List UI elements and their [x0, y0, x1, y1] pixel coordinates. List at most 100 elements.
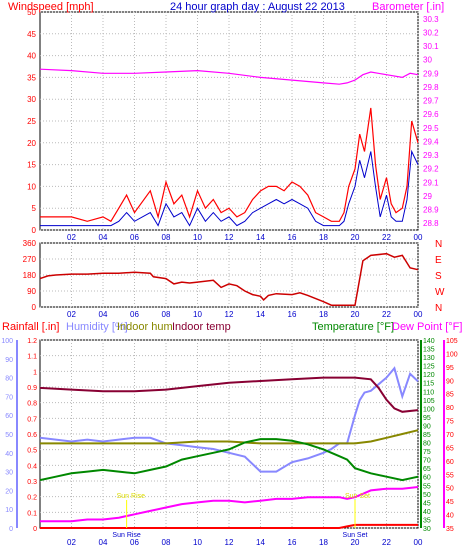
dew-point-tick-label: 50 — [446, 486, 454, 493]
x-tick-label: 06 — [130, 538, 139, 547]
windspeed-tick-label: 15 — [27, 161, 36, 170]
temperature-tick-label: 70 — [423, 458, 431, 465]
x-tick-label: 18 — [319, 538, 328, 547]
humidity-tick-label: 30 — [5, 470, 13, 477]
windspeed-tick-label: 20 — [27, 139, 36, 148]
rain-tick-label: 0.8 — [27, 401, 37, 408]
x-tick-label: 16 — [288, 233, 297, 242]
dew-point-tick-label: 85 — [446, 392, 454, 399]
x-tick-label: 10 — [193, 233, 202, 242]
temperature-tick-label: 130 — [423, 355, 435, 362]
wind-panel-series — [39, 68, 419, 227]
x-tick-label: 08 — [162, 233, 171, 242]
temperature-tick-label: 105 — [423, 398, 435, 405]
windspeed-tick-label: 5 — [32, 204, 37, 213]
direction-tick-label: 180 — [23, 271, 37, 280]
series-line-windspeed — [40, 107, 419, 223]
x-tick-label: 12 — [225, 233, 234, 242]
temperature-tick-label: 120 — [423, 372, 435, 379]
indoor-temp-axis-label: Indoor temp — [172, 321, 231, 333]
temperature-tick-label: 50 — [423, 492, 431, 499]
x-tick-label: 10 — [193, 538, 202, 547]
temperature-tick-label: 85 — [423, 432, 431, 439]
x-tick-label: 16 — [288, 310, 297, 319]
barometer-tick-label: 29.5 — [423, 124, 439, 133]
temperature-tick-label: 90 — [423, 423, 431, 430]
compass-tick-label: E — [435, 255, 442, 266]
series-line-temperature — [39, 438, 419, 482]
dew-point-tick-label: 105 — [446, 338, 458, 345]
compass-tick-label: N — [435, 303, 442, 314]
barometer-tick-label: 29.7 — [423, 97, 439, 106]
compass-tick-label: N — [435, 239, 442, 250]
temperature-tick-label: 110 — [423, 389, 434, 396]
rain-tick-label: 0.7 — [27, 416, 37, 423]
rainfall-axis-label: Rainfall [.in] — [2, 321, 59, 333]
temperature-tick-label: 135 — [423, 347, 435, 354]
dew-point-tick-label: 80 — [446, 405, 454, 412]
direction-panel-ticks: 0 N 90 W 180 S 270 E 360 N 02 04 06 08 10 12 14 16 18 20 22 0… — [23, 239, 445, 319]
temperature-tick-label: 95 — [423, 415, 431, 422]
dew-point-tick-label: 90 — [446, 378, 454, 385]
compass-tick-label: W — [435, 287, 445, 298]
x-tick-label: 08 — [162, 310, 171, 319]
temperature-tick-label: 60 — [423, 475, 431, 482]
x-tick-label: 20 — [351, 538, 360, 547]
barometer-tick-label: 28.9 — [423, 206, 439, 215]
temperature-tick-label: 30 — [423, 526, 431, 533]
rain-tick-label: 0.1 — [27, 510, 37, 517]
direction-panel-series — [39, 252, 419, 306]
dew-point-tick-label: 45 — [446, 499, 454, 506]
direction-tick-label: 0 — [32, 303, 37, 312]
x-tick-label: 06 — [130, 310, 139, 319]
series-line-direction — [39, 252, 419, 306]
temperature-tick-label: 55 — [423, 483, 431, 490]
barometer-tick-label: 30.2 — [423, 28, 439, 37]
humidity-tick-label: 90 — [5, 357, 13, 364]
humidity-tick-label: 60 — [5, 413, 13, 420]
windspeed-tick-label: 45 — [27, 30, 36, 39]
windspeed-tick-label: 40 — [27, 52, 36, 61]
humidity-tick-label: 50 — [5, 432, 13, 439]
sun-axis-label: Sun Set — [343, 532, 368, 539]
humidity-tick-label: 0 — [9, 526, 13, 533]
temperature-tick-label: 115 — [423, 381, 434, 388]
dew-point-tick-label: 40 — [446, 513, 454, 520]
series-line-humidity — [39, 366, 419, 473]
x-tick-label: 16 — [288, 538, 297, 547]
temperature-tick-label: 140 — [423, 338, 435, 345]
x-tick-label: 00 — [414, 538, 423, 547]
series-line-indoor-hum — [40, 429, 419, 445]
series-line-rainfall — [40, 523, 418, 529]
temp-panel-series: Sun Rise Sun Set — [39, 366, 419, 529]
temperature-tick-label: 125 — [423, 364, 435, 371]
direction-tick-label: 270 — [23, 255, 37, 264]
series-line-barometer — [39, 68, 419, 85]
barometer-tick-label: 29.3 — [423, 151, 439, 160]
barometer-tick-label: 30.3 — [423, 15, 439, 24]
x-tick-label: 14 — [256, 310, 265, 319]
wind-panel-grid — [40, 11, 419, 231]
temperature-axis-label: Temperature [°F] — [312, 321, 394, 333]
x-tick-label: 02 — [67, 310, 76, 319]
x-tick-label: 14 — [256, 538, 265, 547]
temp-panel-ticks: 0 0.1 0.2 0.3 0.4 0.5 0.6 0.7 0.8 0.9 1 1.1 1.2 0 10 20… — [1, 338, 457, 547]
barometer-tick-label: 29.6 — [423, 110, 439, 119]
dew-point-tick-label: 100 — [446, 351, 458, 358]
x-tick-label: 18 — [319, 310, 328, 319]
series-line-dew-point — [40, 486, 419, 523]
rain-tick-label: 1 — [33, 369, 37, 376]
barometer-tick-label: 28.8 — [423, 219, 439, 228]
windspeed-tick-label: 35 — [27, 73, 36, 82]
dew-point-tick-label: 75 — [446, 419, 454, 426]
x-tick-label: 12 — [225, 538, 234, 547]
barometer-tick-label: 29.8 — [423, 83, 439, 92]
dew-point-tick-label: 65 — [446, 445, 454, 452]
temperature-tick-label: 75 — [423, 449, 431, 456]
x-tick-label: 02 — [67, 538, 76, 547]
humidity-tick-label: 80 — [5, 376, 13, 383]
x-tick-label: 06 — [130, 233, 139, 242]
x-tick-label: 04 — [99, 310, 108, 319]
sun-annotation-label: Sun Set — [345, 493, 370, 500]
